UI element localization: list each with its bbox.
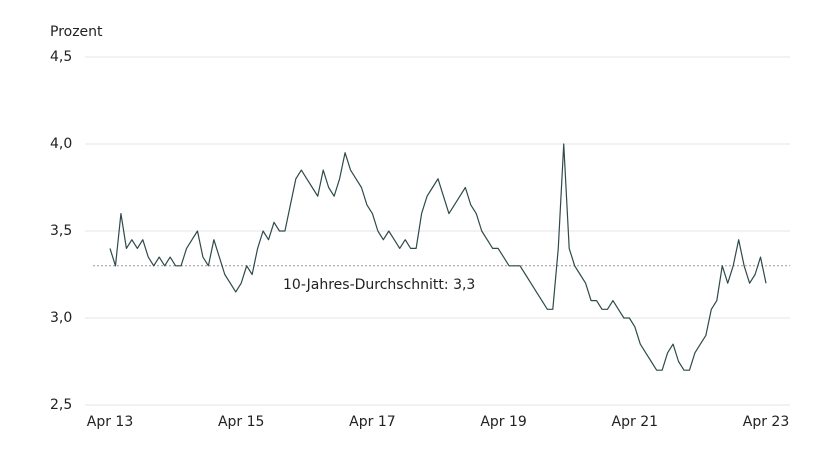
y-tick-label: 3,0 <box>50 310 72 326</box>
x-tick-label: Apr 21 <box>612 414 658 430</box>
x-tick-label: Apr 15 <box>218 414 264 430</box>
reference-label: 10-Jahres-Durchschnitt: 3,3 <box>283 277 475 293</box>
x-tick-label: Apr 19 <box>480 414 526 430</box>
y-tick-label: 3,5 <box>50 223 72 239</box>
x-tick-label: Apr 17 <box>349 414 395 430</box>
y-tick-label: 2,5 <box>50 397 72 413</box>
y-tick-label: 4,5 <box>50 49 72 65</box>
y-axis-label: Prozent <box>50 24 103 40</box>
series-line <box>109 143 767 371</box>
x-tick-label: Apr 13 <box>87 414 133 430</box>
y-tick-label: 4,0 <box>50 136 72 152</box>
x-tick-label: Apr 23 <box>743 414 789 430</box>
